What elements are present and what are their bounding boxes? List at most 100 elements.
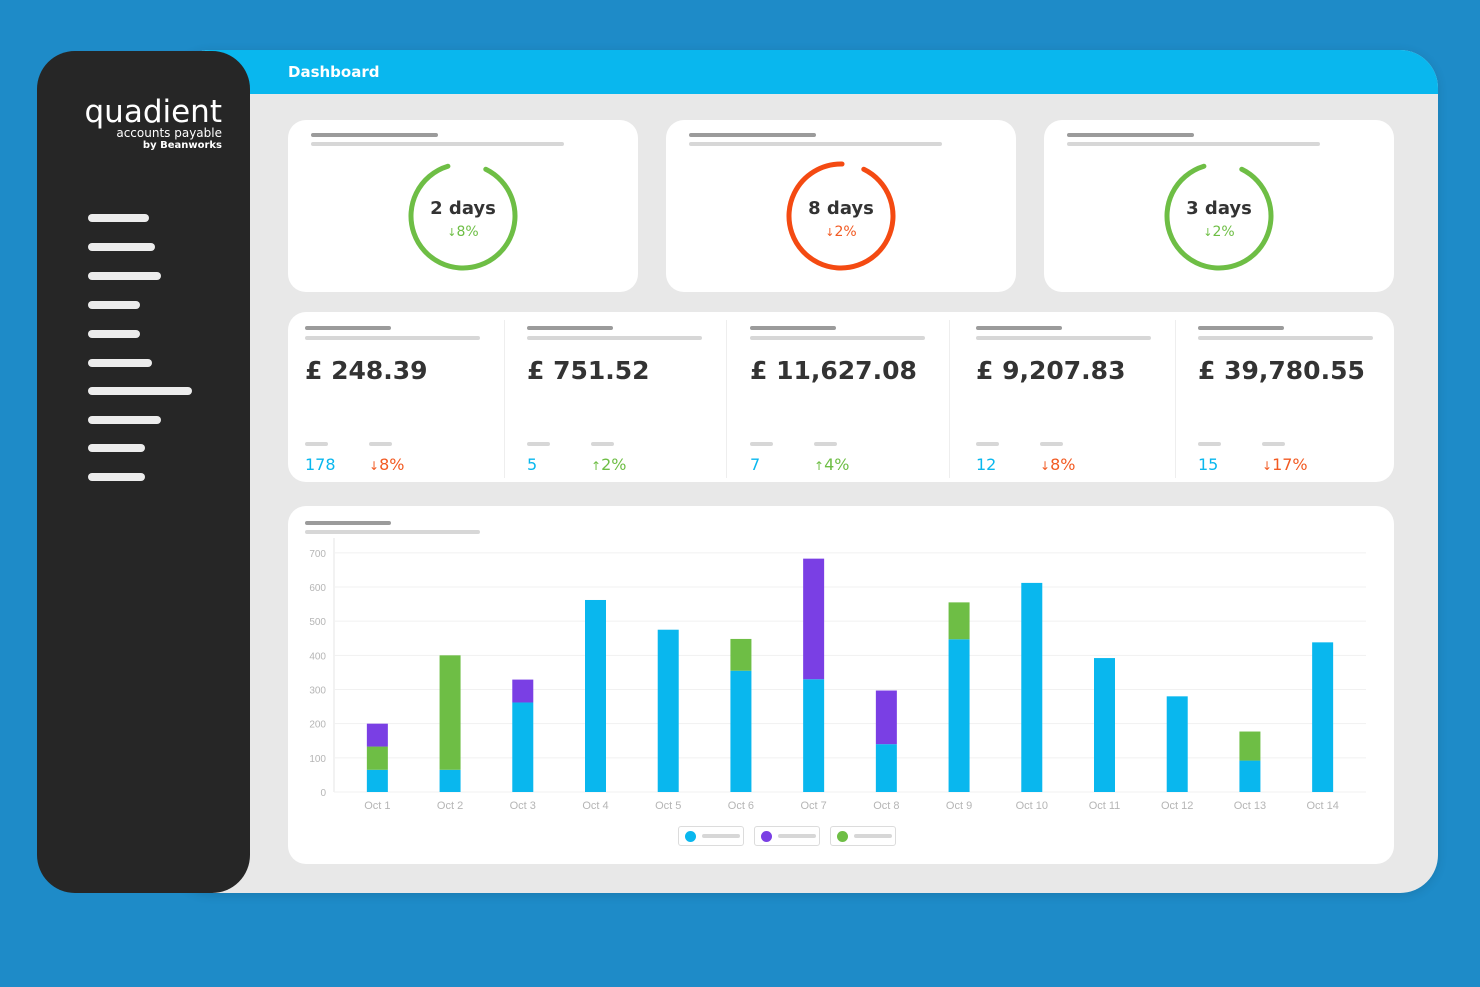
stat-divider bbox=[1175, 320, 1176, 478]
card-subtitle-placeholder bbox=[311, 142, 564, 146]
legend-dot-blue bbox=[685, 830, 696, 842]
sidebar-nav-item-1[interactable] bbox=[88, 214, 149, 222]
ring-delta: ↓8% bbox=[288, 224, 638, 240]
progress-ring-arc bbox=[1164, 161, 1274, 271]
stat-amount: £ 11,627.08 bbox=[750, 356, 917, 385]
ring-delta: ↓2% bbox=[1044, 224, 1394, 240]
progress-ring-arc bbox=[408, 161, 518, 271]
bar-segment-2 bbox=[948, 602, 970, 640]
brand-name: quadient bbox=[84, 94, 223, 130]
y-tick-label: 700 bbox=[309, 549, 326, 560]
x-tick-label: Oct 9 bbox=[946, 800, 972, 812]
card-subtitle-placeholder bbox=[1067, 142, 1320, 146]
stat-delta-value: 2% bbox=[601, 455, 627, 474]
top-bar: Dashboard bbox=[172, 50, 1438, 94]
card-subtitle-placeholder bbox=[689, 142, 942, 146]
x-tick-label: Oct 7 bbox=[800, 800, 826, 812]
legend-label-placeholder bbox=[854, 834, 892, 838]
sidebar-nav-item-6[interactable] bbox=[88, 359, 152, 367]
sidebar-nav-item-10[interactable] bbox=[88, 473, 145, 481]
bar-segment-1 bbox=[366, 769, 388, 792]
x-tick-label: Oct 13 bbox=[1234, 800, 1266, 812]
sidebar-nav-item-7[interactable] bbox=[88, 387, 192, 395]
stat-delta-value: 4% bbox=[824, 455, 850, 474]
legend-label-placeholder bbox=[702, 834, 740, 838]
ring-delta-value: 2% bbox=[1212, 224, 1235, 240]
bar-segment-3 bbox=[366, 723, 388, 747]
bar-segment-1 bbox=[730, 670, 752, 792]
x-tick-label: Oct 5 bbox=[655, 800, 681, 812]
y-tick-label: 400 bbox=[309, 651, 326, 662]
stat-count-label-placeholder bbox=[976, 442, 999, 446]
card-title-placeholder bbox=[1067, 133, 1194, 137]
stat-count-label-placeholder bbox=[750, 442, 773, 446]
stat-count: 12 bbox=[976, 455, 997, 474]
stat-count: 178 bbox=[305, 455, 336, 474]
bar-segment-1 bbox=[803, 679, 825, 792]
legend-item-purple[interactable] bbox=[754, 826, 820, 846]
stat-delta-value: 17% bbox=[1272, 455, 1308, 474]
metric-ring-card-1: 2 days ↓8% bbox=[288, 120, 638, 292]
bar-segment-1 bbox=[585, 599, 606, 792]
arrow-down-icon: ↓ bbox=[1203, 226, 1213, 239]
metric-ring-card-3: 3 days ↓2% bbox=[1044, 120, 1394, 292]
bar-segment-1 bbox=[1094, 658, 1115, 792]
legend-item-blue[interactable] bbox=[678, 826, 744, 846]
chart-legend bbox=[678, 826, 896, 846]
bar-segment-2 bbox=[730, 638, 752, 671]
stat-delta-label-placeholder bbox=[1262, 442, 1285, 446]
chart-title-placeholder bbox=[305, 521, 391, 525]
bar-segment-1 bbox=[1239, 760, 1261, 792]
ring-delta-value: 8% bbox=[456, 224, 479, 240]
card-title-placeholder bbox=[311, 133, 438, 137]
stat-delta-value: 8% bbox=[1050, 455, 1076, 474]
bar-segment-1 bbox=[875, 744, 897, 792]
arrow-down-icon: ↓ bbox=[1040, 459, 1051, 473]
y-tick-label: 500 bbox=[309, 617, 326, 628]
sidebar-nav-item-5[interactable] bbox=[88, 330, 140, 338]
bar-segment-1 bbox=[1021, 582, 1043, 792]
x-tick-label: Oct 3 bbox=[510, 800, 536, 812]
brand-by: by Beanworks bbox=[142, 140, 222, 151]
stat-count: 7 bbox=[750, 455, 761, 474]
sidebar-nav-item-9[interactable] bbox=[88, 444, 145, 452]
stat-divider bbox=[949, 320, 950, 478]
sidebar-nav-item-3[interactable] bbox=[88, 272, 161, 280]
bar-segment-1 bbox=[512, 702, 534, 792]
stat-subtitle-placeholder bbox=[750, 336, 925, 340]
arrow-down-icon: ↓ bbox=[369, 459, 380, 473]
legend-item-green[interactable] bbox=[830, 826, 896, 846]
y-tick-label: 100 bbox=[309, 754, 326, 765]
sidebar-nav-item-4[interactable] bbox=[88, 301, 140, 309]
arrow-down-icon: ↓ bbox=[1262, 459, 1273, 473]
brand-logo: quadient accounts payable by Beanworks bbox=[72, 94, 223, 152]
stat-subtitle-placeholder bbox=[527, 336, 702, 340]
stat-amount: £ 9,207.83 bbox=[976, 356, 1126, 385]
stat-divider bbox=[726, 320, 727, 478]
stats-card: £ 248.39 178 ↓8% £ 751.52 5 ↑2% £ 11,627.08 7 ↑4… bbox=[288, 312, 1394, 482]
stat-subtitle-placeholder bbox=[1198, 336, 1373, 340]
stat-subtitle-placeholder bbox=[976, 336, 1151, 340]
bar-segment-1 bbox=[439, 769, 461, 792]
x-tick-label: Oct 11 bbox=[1089, 800, 1121, 812]
stat-delta-label-placeholder bbox=[369, 442, 392, 446]
bar-segment-3 bbox=[512, 679, 534, 703]
bar-segment-1 bbox=[657, 629, 679, 792]
sidebar-nav-item-2[interactable] bbox=[88, 243, 155, 251]
app-window: Dashboard 2 days ↓8% 8 days ↓2% 3 days ↓2% £ … bbox=[172, 50, 1438, 893]
stat-column-1: £ 248.39 178 ↓8% bbox=[305, 312, 485, 482]
sidebar-nav-item-8[interactable] bbox=[88, 416, 161, 424]
stat-count-label-placeholder bbox=[1198, 442, 1221, 446]
x-tick-label: Oct 8 bbox=[873, 800, 899, 812]
ring-delta: ↓2% bbox=[666, 224, 1016, 240]
bar-segment-2 bbox=[1239, 731, 1261, 761]
bar-segment-1 bbox=[1312, 642, 1334, 792]
x-tick-label: Oct 2 bbox=[437, 800, 463, 812]
stat-column-4: £ 9,207.83 12 ↓8% bbox=[976, 312, 1156, 482]
stat-delta-label-placeholder bbox=[814, 442, 837, 446]
legend-label-placeholder bbox=[778, 834, 816, 838]
sidebar: quadient accounts payable by Beanworks bbox=[37, 51, 250, 893]
stat-column-3: £ 11,627.08 7 ↑4% bbox=[750, 312, 930, 482]
stat-subtitle-placeholder bbox=[305, 336, 480, 340]
stat-count-label-placeholder bbox=[527, 442, 550, 446]
